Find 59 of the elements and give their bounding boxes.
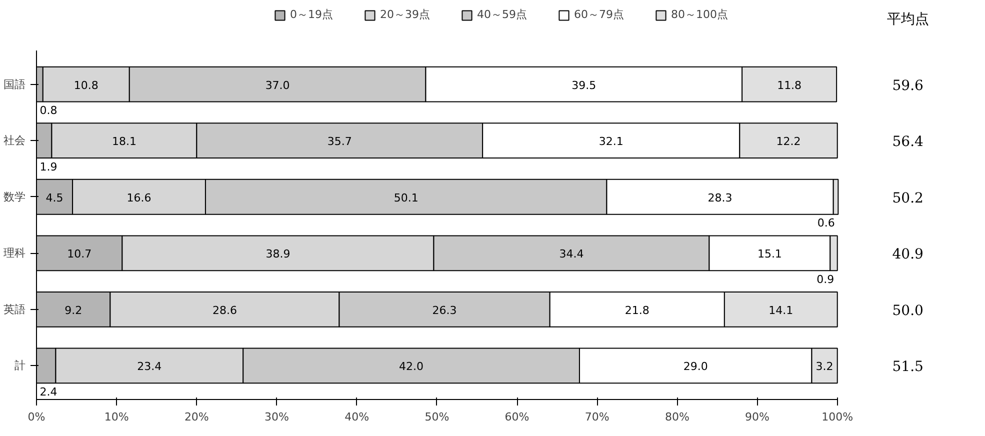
legend-label: 20～39点 (380, 7, 430, 22)
legend-label: 40～59点 (477, 7, 527, 22)
text: 51.5 (892, 359, 924, 376)
data-label: 18.1 (112, 135, 136, 148)
data-label: 12.2 (776, 135, 801, 148)
data-label: 28.6 (212, 304, 237, 317)
data-label: 35.7 (327, 135, 352, 148)
data-label: 14.1 (768, 304, 794, 317)
x-tick-label: 20% (184, 410, 209, 424)
data-label: 0.6 (817, 216, 835, 230)
data-label: 16.6 (126, 191, 152, 204)
data-label: 28.3 (708, 191, 732, 204)
text: 50.0 (892, 302, 924, 319)
y-tick-label: 計 (14, 359, 26, 372)
data-label: 50.1 (394, 191, 418, 204)
x-tick-label: 40% (344, 410, 370, 424)
x-tick-label: 100% (822, 410, 854, 424)
x-tick-label: 50% (424, 410, 450, 424)
data-label: 10.7 (67, 248, 92, 261)
x-tick-label: 30% (264, 410, 289, 424)
data-label: 34.4 (559, 248, 584, 261)
y-tick-label: 国語 (4, 78, 26, 91)
data-label: 32.1 (598, 135, 624, 148)
x-tick-label: 60% (504, 410, 530, 424)
data-label: 38.9 (266, 248, 290, 261)
data-label: 10.8 (74, 78, 98, 92)
text: 56.4 (892, 134, 924, 150)
x-tick-label: 70% (584, 410, 610, 424)
data-label: 26.3 (432, 304, 457, 317)
data-label: 9.2 (64, 304, 82, 317)
data-label: 15.1 (757, 248, 782, 261)
text: 40.9 (892, 246, 924, 263)
data-label: 42.0 (399, 360, 424, 374)
data-label: 21.8 (624, 304, 650, 317)
data-label: 23.4 (137, 360, 162, 374)
data-label: 4.5 (46, 191, 64, 204)
y-tick-label: 社会 (4, 134, 26, 148)
text: 平均点 (886, 12, 929, 28)
data-label: 39.5 (572, 78, 596, 92)
y-tick-label: 数学 (4, 190, 26, 204)
data-label: 3.2 (816, 360, 834, 374)
y-tick-label: 英語 (4, 302, 26, 316)
text: 50.2 (892, 190, 924, 206)
x-tick-label: 10% (104, 410, 129, 424)
legend-label: 60～79点 (574, 7, 624, 22)
x-tick-label: 0% (28, 410, 46, 424)
x-tick-label: 90% (745, 410, 770, 424)
x-tick-label: 80% (664, 410, 690, 424)
data-label: 1.9 (40, 160, 58, 174)
data-label: 37.0 (265, 78, 290, 92)
text: 59.6 (892, 78, 924, 94)
data-label: 11.8 (777, 78, 802, 92)
data-label: 0.9 (816, 272, 834, 286)
data-label: 29.0 (683, 360, 708, 374)
data-label: 0.8 (40, 104, 58, 118)
legend-label: 80～100点 (671, 7, 728, 22)
data-label: 2.4 (40, 386, 58, 399)
legend-label: 0～19点 (290, 7, 333, 22)
y-tick-label: 理科 (4, 246, 26, 260)
